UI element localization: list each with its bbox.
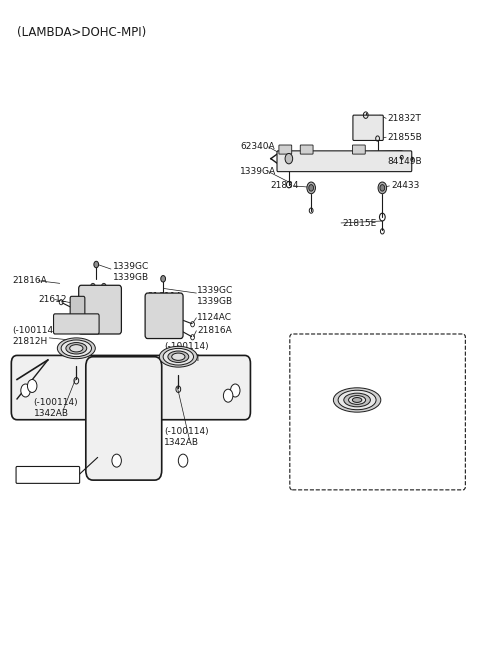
FancyBboxPatch shape bbox=[16, 466, 80, 483]
Text: 21612: 21612 bbox=[38, 295, 67, 304]
Text: 1342AB: 1342AB bbox=[164, 438, 199, 447]
Circle shape bbox=[353, 432, 361, 442]
FancyBboxPatch shape bbox=[145, 293, 183, 339]
Text: (LAMBDA>DOHC-MPI): (LAMBDA>DOHC-MPI) bbox=[17, 26, 146, 39]
Text: (-100114): (-100114) bbox=[164, 427, 209, 436]
Text: 1339GA: 1339GA bbox=[240, 167, 276, 176]
Circle shape bbox=[380, 185, 384, 191]
Text: (100114-): (100114-) bbox=[300, 350, 347, 360]
Text: 21855B: 21855B bbox=[387, 133, 422, 141]
Ellipse shape bbox=[66, 343, 87, 354]
FancyBboxPatch shape bbox=[290, 334, 466, 490]
Ellipse shape bbox=[163, 348, 193, 365]
Text: REF.60-624: REF.60-624 bbox=[22, 470, 74, 479]
FancyBboxPatch shape bbox=[54, 314, 99, 334]
Text: 1339GC: 1339GC bbox=[197, 286, 234, 295]
Ellipse shape bbox=[338, 390, 376, 410]
Circle shape bbox=[378, 182, 386, 194]
Ellipse shape bbox=[61, 340, 92, 356]
Text: 21812H: 21812H bbox=[374, 389, 409, 398]
Circle shape bbox=[94, 261, 98, 268]
Ellipse shape bbox=[57, 338, 96, 359]
Text: 21816A: 21816A bbox=[197, 326, 232, 335]
FancyBboxPatch shape bbox=[300, 145, 313, 154]
Text: 21815E: 21815E bbox=[342, 219, 376, 228]
Circle shape bbox=[27, 379, 37, 392]
Text: 21832T: 21832T bbox=[387, 114, 421, 123]
FancyBboxPatch shape bbox=[279, 145, 292, 154]
Circle shape bbox=[101, 284, 106, 290]
Text: 1360GC: 1360GC bbox=[374, 432, 410, 441]
Text: 1339GB: 1339GB bbox=[197, 297, 233, 306]
Text: 24433: 24433 bbox=[392, 181, 420, 191]
Circle shape bbox=[309, 185, 313, 191]
Circle shape bbox=[179, 454, 188, 467]
Ellipse shape bbox=[172, 353, 185, 360]
Text: 21611A: 21611A bbox=[147, 292, 182, 301]
Circle shape bbox=[307, 182, 315, 194]
Text: 1339GB: 1339GB bbox=[113, 273, 149, 282]
Ellipse shape bbox=[168, 351, 189, 362]
Circle shape bbox=[21, 384, 30, 397]
FancyBboxPatch shape bbox=[12, 356, 251, 420]
Text: 21834: 21834 bbox=[271, 181, 300, 191]
Circle shape bbox=[230, 384, 240, 397]
FancyBboxPatch shape bbox=[70, 296, 85, 320]
Ellipse shape bbox=[352, 398, 362, 402]
FancyBboxPatch shape bbox=[86, 357, 162, 480]
Text: 84149B: 84149B bbox=[387, 157, 422, 166]
Circle shape bbox=[161, 276, 166, 282]
Text: 21816A: 21816A bbox=[12, 276, 47, 285]
Text: 21812H: 21812H bbox=[12, 337, 48, 346]
Ellipse shape bbox=[334, 388, 381, 412]
Text: 1339GC: 1339GC bbox=[113, 262, 149, 271]
Ellipse shape bbox=[159, 346, 197, 367]
FancyBboxPatch shape bbox=[353, 115, 384, 140]
Circle shape bbox=[285, 153, 293, 164]
Text: (-100114): (-100114) bbox=[164, 343, 209, 352]
FancyBboxPatch shape bbox=[79, 286, 121, 334]
Circle shape bbox=[223, 389, 233, 402]
Circle shape bbox=[112, 454, 121, 467]
Text: 62340A: 62340A bbox=[240, 142, 275, 151]
Text: (-100114): (-100114) bbox=[34, 398, 78, 407]
Text: (-100114): (-100114) bbox=[12, 326, 57, 335]
Ellipse shape bbox=[348, 396, 366, 404]
Text: 1342AB: 1342AB bbox=[34, 409, 69, 418]
Text: 21812H: 21812H bbox=[164, 354, 199, 362]
Ellipse shape bbox=[70, 345, 83, 352]
FancyBboxPatch shape bbox=[352, 145, 365, 154]
Ellipse shape bbox=[344, 393, 371, 407]
Text: 1124AC: 1124AC bbox=[197, 313, 232, 322]
Circle shape bbox=[91, 284, 96, 290]
FancyBboxPatch shape bbox=[277, 151, 412, 172]
Text: 1339CA: 1339CA bbox=[374, 449, 409, 458]
